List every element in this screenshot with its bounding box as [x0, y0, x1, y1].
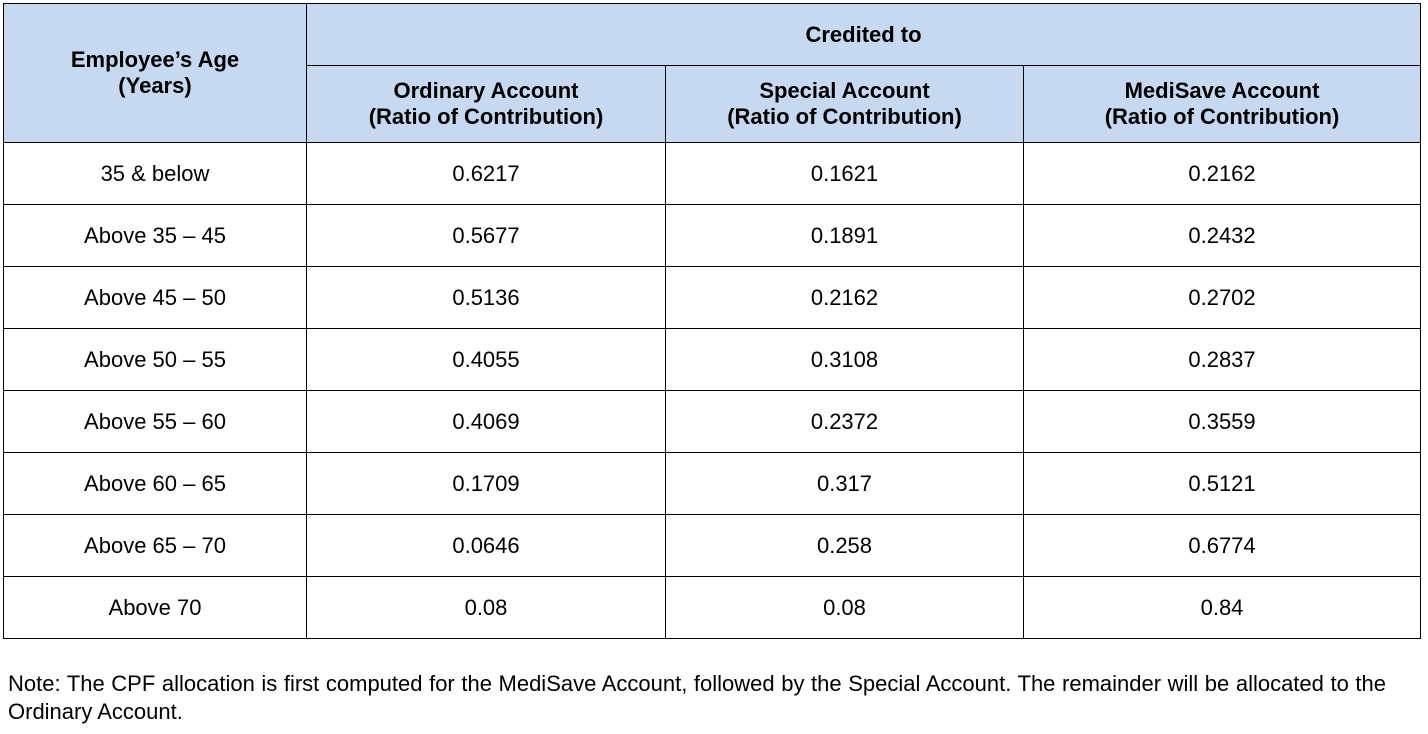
- header-line: Ordinary Account: [393, 78, 579, 103]
- ratio-cell: 0.3108: [665, 328, 1024, 391]
- ratio-cell: 0.2432: [1022, 204, 1422, 267]
- ratio-cell: 0.08: [665, 576, 1024, 639]
- cpf-table: Employee’s Age (Years) Credited to Ordin…: [3, 3, 1422, 639]
- header-line: (Years): [118, 73, 192, 98]
- age-cell: Above 55 – 60: [3, 390, 307, 453]
- ratio-cell: 0.2837: [1022, 328, 1422, 391]
- table-row: Above 50 – 55 0.4055 0.3108 0.2837: [3, 328, 1422, 391]
- table-row: Above 60 – 65 0.1709 0.317 0.5121: [3, 452, 1422, 515]
- column-header: MediSave Account (Ratio of Contribution): [1022, 65, 1422, 143]
- age-cell: Above 45 – 50: [3, 266, 307, 329]
- ratio-cell: 0.4055: [306, 328, 666, 391]
- ratio-cell: 0.5121: [1022, 452, 1422, 515]
- ratio-cell: 0.2162: [1022, 142, 1422, 205]
- ratio-cell: 0.2372: [665, 390, 1024, 453]
- note: Note: The CPF allocation is first comput…: [8, 671, 1386, 724]
- ratio-cell: 0.08: [306, 576, 666, 639]
- ratio-cell: 0.1621: [665, 142, 1024, 205]
- ratio-cell: 0.5136: [306, 266, 666, 329]
- age-cell: Above 60 – 65: [3, 452, 307, 515]
- ratio-cell: 0.317: [665, 452, 1024, 515]
- ratio-cell: 0.5677: [306, 204, 666, 267]
- age-cell: Above 35 – 45: [3, 204, 307, 267]
- header-line: (Ratio of Contribution): [727, 104, 962, 129]
- table-row: Above 70 0.08 0.08 0.84: [3, 576, 1422, 639]
- table-row: Above 65 – 70 0.0646 0.258 0.6774: [3, 514, 1422, 577]
- ratio-cell: 0.2162: [665, 266, 1024, 329]
- ratio-cell: 0.1891: [665, 204, 1024, 267]
- age-cell: 35 & below: [3, 142, 307, 205]
- ratio-cell: 0.0646: [306, 514, 666, 577]
- age-cell: Above 70: [3, 576, 307, 639]
- ratio-cell: 0.4069: [306, 390, 666, 453]
- ratio-cell: 0.6774: [1022, 514, 1422, 577]
- header-line: (Ratio of Contribution): [368, 104, 604, 129]
- age-cell: Above 65 – 70: [3, 514, 307, 577]
- age-header: Employee’s Age (Years): [3, 3, 307, 143]
- ratio-cell: 0.84: [1022, 576, 1422, 639]
- table-row: Above 35 – 45 0.5677 0.1891 0.2432: [3, 204, 1422, 267]
- header-line: Employee’s Age: [70, 47, 240, 72]
- ratio-cell: 0.3559: [1022, 390, 1422, 453]
- ratio-cell: 0.6217: [306, 142, 666, 205]
- header-line: MediSave Account: [1124, 78, 1320, 103]
- ratio-cell: 0.258: [665, 514, 1024, 577]
- column-header: Special Account (Ratio of Contribution): [665, 65, 1024, 143]
- ratio-cell: 0.2702: [1022, 266, 1422, 329]
- table-row: Above 55 – 60 0.4069 0.2372 0.3559: [3, 390, 1422, 453]
- header-line: (Ratio of Contribution): [1104, 104, 1340, 129]
- table-body: 35 & below 0.6217 0.1621 0.2162 Above 35 – 4…: [3, 142, 1422, 639]
- column-header: Ordinary Account (Ratio of Contribution): [306, 65, 666, 143]
- table-row: 35 & below 0.6217 0.1621 0.2162: [3, 142, 1422, 205]
- header-line: Special Account: [759, 78, 930, 103]
- table-row: Above 45 – 50 0.5136 0.2162 0.2702: [3, 266, 1422, 329]
- age-cell: Above 50 – 55: [3, 328, 307, 391]
- group-header: Credited to: [305, 3, 1422, 66]
- ratio-cell: 0.1709: [306, 452, 666, 515]
